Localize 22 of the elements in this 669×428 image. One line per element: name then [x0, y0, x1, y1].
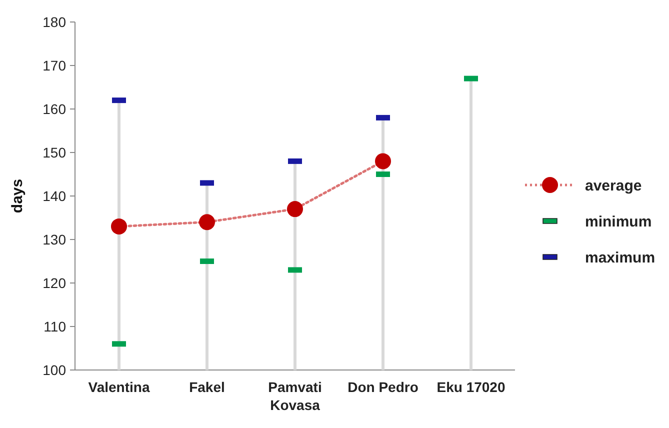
- x-tick-label: Eku 17020: [436, 379, 506, 395]
- x-tick-label: Pamvati Kovasa: [268, 379, 322, 413]
- legend-label: average: [585, 177, 642, 194]
- point: [375, 153, 391, 170]
- point: [111, 218, 127, 234]
- y-tick-label: 140: [42, 188, 66, 204]
- x-tick-label: Fakel: [189, 379, 225, 395]
- y-tick-label: 160: [42, 100, 66, 117]
- legend-label: maximum: [585, 249, 656, 266]
- legend-label: minimum: [585, 213, 652, 230]
- y-tick-label: 110: [44, 318, 66, 334]
- x-tick-label: Valentina: [88, 379, 150, 395]
- point: [287, 201, 303, 218]
- point: [199, 214, 215, 230]
- y-tick-label: 100: [42, 362, 66, 378]
- y-tick-label: 180: [42, 14, 66, 30]
- y-tick-label: 150: [42, 144, 66, 160]
- y-tick-label: 120: [42, 274, 66, 291]
- y-tick-label: 170: [42, 57, 66, 74]
- y-axis-title: days: [9, 178, 26, 214]
- y-tick-label: 130: [42, 231, 66, 248]
- x-tick-label: Don Pedro: [348, 379, 418, 395]
